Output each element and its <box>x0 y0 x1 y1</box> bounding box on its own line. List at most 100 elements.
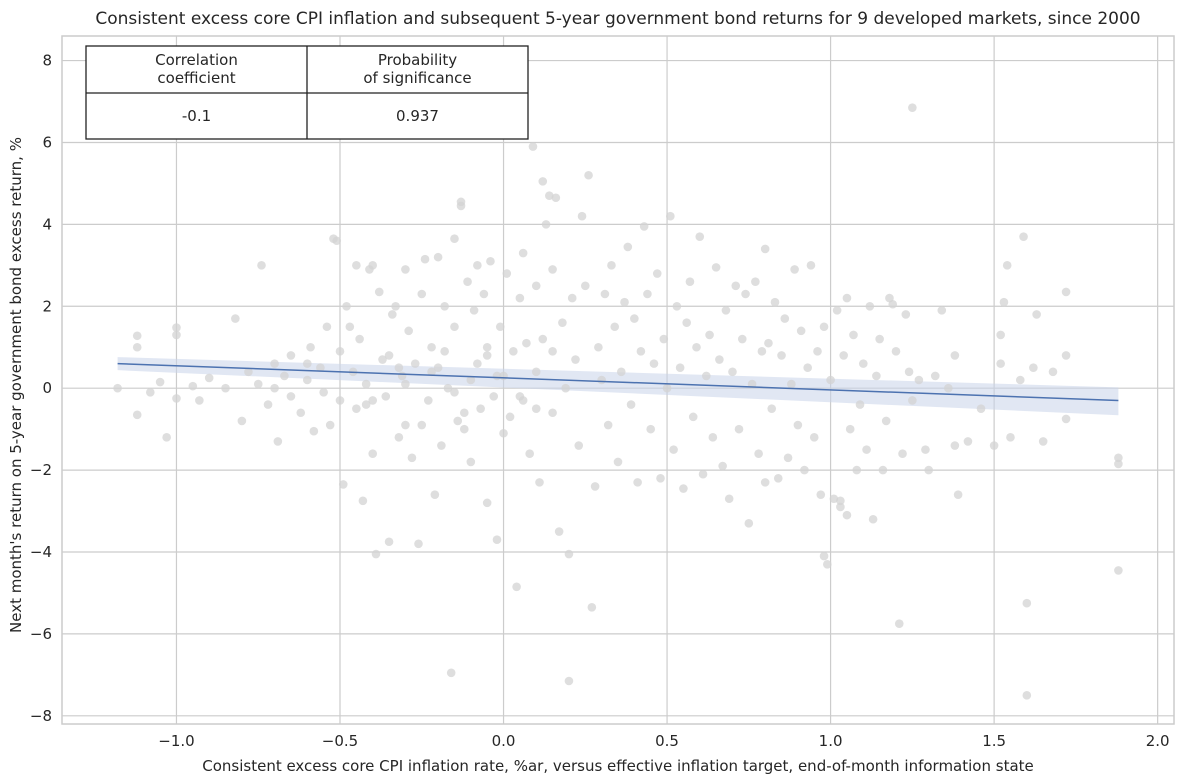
data-point <box>427 367 436 377</box>
data-point <box>495 322 505 332</box>
table-header: Correlation coefficient <box>155 51 238 87</box>
data-point <box>518 248 528 258</box>
data-point <box>610 322 620 332</box>
table-header-line: Probability <box>378 51 457 69</box>
data-point <box>613 457 623 467</box>
data-point <box>450 234 459 244</box>
data-point <box>482 351 492 360</box>
data-point <box>590 482 600 491</box>
data-point <box>783 453 793 463</box>
plot-frame <box>61 35 1175 725</box>
data-point <box>355 334 364 344</box>
data-point <box>302 359 312 368</box>
y-tick-label: 8 <box>42 52 52 70</box>
x-tick-label: 1.5 <box>982 732 1006 750</box>
data-point <box>705 330 714 340</box>
data-point <box>456 201 466 211</box>
table-header-line: of significance <box>363 69 471 87</box>
data-point <box>806 261 816 270</box>
data-point <box>757 347 767 356</box>
data-point <box>659 334 669 344</box>
data-point <box>361 400 371 409</box>
data-point <box>999 297 1009 307</box>
data-point <box>845 424 855 434</box>
data-point <box>996 359 1005 368</box>
data-point <box>499 428 508 438</box>
table-header-line: coefficient <box>157 69 235 87</box>
data-point <box>793 420 803 430</box>
data-point <box>440 347 449 356</box>
data-point <box>584 170 593 180</box>
data-point <box>953 490 963 499</box>
data-point <box>1006 433 1015 442</box>
data-point <box>744 519 754 528</box>
data-point <box>728 367 737 377</box>
data-point <box>737 334 747 344</box>
data-point <box>188 381 198 391</box>
data-point <box>571 355 580 364</box>
x-tick-label: 0.5 <box>655 732 679 750</box>
data-point <box>538 334 548 344</box>
data-point <box>767 404 777 413</box>
data-point <box>620 297 629 307</box>
data-point <box>865 301 875 311</box>
data-point <box>715 355 724 364</box>
data-point <box>263 400 273 409</box>
data-point <box>711 263 721 272</box>
data-point <box>976 404 986 413</box>
data-point <box>407 453 417 463</box>
data-point <box>132 331 142 341</box>
data-point <box>401 265 410 274</box>
data-point <box>721 306 731 315</box>
data-point <box>302 375 312 385</box>
data-point <box>397 371 407 381</box>
data-point <box>427 342 436 352</box>
data-point <box>132 410 142 420</box>
data-point <box>473 261 482 270</box>
data-point <box>482 342 492 352</box>
data-point <box>996 330 1005 340</box>
data-point <box>469 306 479 315</box>
data-point <box>332 236 342 246</box>
data-point <box>809 433 819 442</box>
data-point <box>424 396 433 405</box>
chart-title: Consistent excess core CPI inflation and… <box>95 9 1140 29</box>
data-point <box>643 289 652 299</box>
data-point <box>875 334 884 344</box>
data-point <box>1061 414 1071 424</box>
data-point <box>502 269 512 278</box>
data-point <box>800 465 809 475</box>
data-point <box>522 338 531 348</box>
data-point <box>459 424 469 434</box>
data-point <box>306 342 315 352</box>
data-point <box>319 387 328 397</box>
data-point <box>904 367 914 377</box>
data-point <box>404 326 413 336</box>
data-point <box>270 383 279 393</box>
data-point <box>675 363 685 373</box>
data-point <box>417 420 427 430</box>
data-point <box>1032 310 1041 319</box>
data-point <box>751 277 760 287</box>
data-point <box>1114 459 1123 469</box>
data-point <box>394 433 404 442</box>
data-point <box>692 342 701 352</box>
data-point <box>548 265 557 274</box>
data-point <box>813 347 822 356</box>
data-point <box>322 322 332 332</box>
data-point <box>401 420 410 430</box>
data-point <box>842 510 852 520</box>
data-point <box>754 449 763 459</box>
data-point <box>842 293 852 303</box>
data-point <box>894 619 904 628</box>
x-axis-label: Consistent excess core CPI inflation rat… <box>202 757 1034 775</box>
data-point <box>486 256 495 266</box>
data-point <box>908 103 917 112</box>
data-point <box>803 363 812 373</box>
data-point <box>930 371 940 381</box>
data-point <box>440 301 449 311</box>
stats-table: Correlation coefficient Probability of sign… <box>85 45 529 140</box>
data-point <box>702 371 711 381</box>
data-point <box>374 287 384 297</box>
data-point <box>816 490 826 499</box>
